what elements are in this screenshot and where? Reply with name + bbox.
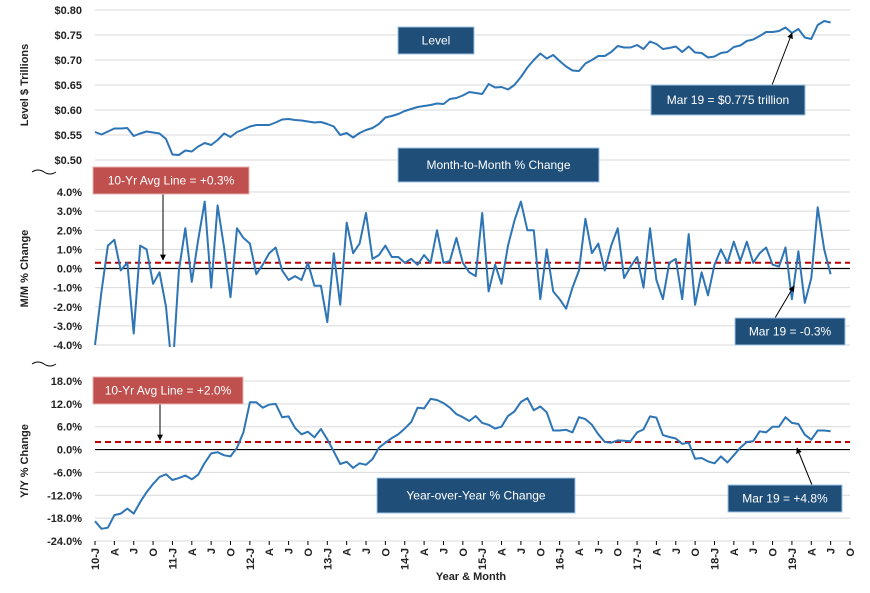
mm-y-tick-label: -3.0% <box>53 321 82 333</box>
x-tick-label: A <box>497 548 509 556</box>
yy-avg-label: 10-Yr Avg Line = +2.0% <box>105 384 232 398</box>
mm-callout-arrow <box>774 285 795 319</box>
mm-y-tick-label: -2.0% <box>53 302 82 314</box>
x-tick-label: A <box>651 548 663 556</box>
mm-series-line <box>94 200 832 347</box>
x-axis-label: Year & Month <box>436 571 507 583</box>
yy-y-tick-label: -6.0% <box>53 467 82 479</box>
mm-y-tick-label: 4.0% <box>57 187 82 199</box>
yy-y-tick-label: -12.0% <box>47 490 82 502</box>
yy-series-line <box>94 397 831 530</box>
mm-avg-label: 10-Yr Avg Line = +0.3% <box>108 174 235 188</box>
x-tick-label: 16-J <box>555 548 567 570</box>
x-tick-label: A <box>574 548 586 556</box>
x-tick-label: O <box>690 548 702 557</box>
x-tick-label: J <box>284 548 296 554</box>
x-tick-label: 19-J <box>787 548 799 570</box>
x-tick-label: 15-J <box>477 548 489 570</box>
yy-title-box <box>376 477 576 514</box>
yy-y-tick-label: 0.0% <box>57 445 82 457</box>
mm-y-tick-label: 1.0% <box>57 244 82 256</box>
level-callout-box <box>650 84 806 116</box>
x-tick-label: O <box>535 548 547 557</box>
x-tick-label: J <box>593 548 605 554</box>
mm-y-tick-label: -4.0% <box>53 340 82 352</box>
level-callout-label: Mar 19 = $0.775 trillion <box>667 93 789 107</box>
level-y-axis-label: Level $ Trillions <box>19 44 31 127</box>
x-tick-label: O <box>845 548 857 557</box>
level-callout-arrow <box>771 32 793 86</box>
x-tick-label: A <box>187 548 199 556</box>
month-to-month-panel: -4.0% -3.0% -2.0% -1.0% 0.0% 1.0% 2.0% 3.0% 4.0%… <box>19 147 850 352</box>
x-tick-label: A <box>264 548 276 556</box>
x-tick-label: 13-J <box>322 548 334 570</box>
x-tick-label: J <box>438 548 450 554</box>
yy-y-tick-label: 6.0% <box>57 422 82 434</box>
x-tick-label: O <box>613 548 625 557</box>
level-y-tick-label: $0.65 <box>54 80 82 92</box>
level-y-tick-label: $0.80 <box>54 5 82 17</box>
level-y-tick-label: $0.50 <box>54 155 82 167</box>
mm-avg-box <box>92 166 250 195</box>
mm-y-axis-label: M/M % Change <box>19 230 31 308</box>
yy-avg-box <box>92 376 244 405</box>
x-tick-label: J <box>516 548 528 554</box>
yy-title-box-label: Year-over-Year % Change <box>406 489 546 503</box>
level-title-box <box>397 26 475 55</box>
mm-y-tick-label: 0.0% <box>57 264 82 276</box>
yy-y-axis-label: Y/Y % Change <box>19 424 31 498</box>
x-tick-label: 17-J <box>632 548 644 570</box>
x-tick-label: 11-J <box>167 548 179 569</box>
yy-y-tick-label: 18.0% <box>51 376 82 388</box>
x-tick-label: O <box>303 548 315 557</box>
x-tick-label: 14-J <box>400 548 412 570</box>
x-tick-label: A <box>109 548 121 556</box>
level-y-tick-label: $0.60 <box>54 105 82 117</box>
x-tick-label: A <box>806 548 818 556</box>
yy-y-tick-label: 12.0% <box>51 399 82 411</box>
x-tick-label: A <box>342 548 354 556</box>
mm-y-tick-label: 2.0% <box>57 225 82 237</box>
separator-bottom <box>31 361 57 367</box>
x-tick-label: 12-J <box>245 548 257 570</box>
x-tick-label: A <box>729 548 741 556</box>
year-over-year-panel: -24.0% -18.0% -12.0% -6.0% 0.0% 6.0% 12.0% 18.0… <box>19 376 850 548</box>
x-tick-label: J <box>129 548 141 554</box>
mm-y-tick-label: 3.0% <box>57 206 82 218</box>
yy-callout-label: Mar 19 = +4.8% <box>742 492 828 506</box>
x-tick-label: J <box>361 548 373 554</box>
yy-callout-arrow <box>796 447 813 486</box>
mm-title-box <box>397 147 600 183</box>
x-tick-label: O <box>458 548 470 557</box>
x-tick-label: J <box>748 548 760 554</box>
x-tick-label: J <box>671 548 683 554</box>
x-tick-label: J <box>206 548 218 554</box>
mm-callout-label: Mar 19 = -0.3% <box>749 325 832 339</box>
x-tick-label: 18-J <box>709 548 721 570</box>
yy-y-tick-label: -18.0% <box>47 513 82 525</box>
level-series-line <box>94 20 831 156</box>
x-tick-label: J <box>826 548 838 554</box>
x-tick-label: O <box>380 548 392 557</box>
x-tick-label: O <box>148 548 160 557</box>
level-y-tick-label: $0.75 <box>54 30 82 42</box>
x-tick-label: 10-J <box>90 548 102 570</box>
mm-callout-box <box>734 317 846 346</box>
x-tick-label: O <box>768 548 780 557</box>
level-title-box-label: Level <box>422 34 451 48</box>
yy-y-tick-label: -24.0% <box>47 536 82 548</box>
mm-y-tick-label: -1.0% <box>53 283 82 295</box>
separator-top <box>31 169 57 175</box>
x-tick-label: O <box>226 548 238 557</box>
mm-title-box-label: Month-to-Month % Change <box>426 158 570 172</box>
level-y-tick-label: $0.70 <box>54 55 82 67</box>
level-y-tick-label: $0.55 <box>54 130 82 142</box>
yy-callout-box <box>727 484 843 513</box>
x-axis: 10-J A J O 11-J A J O 12-J A J O 13-J A J O 14-J A J O 15-J A… <box>90 541 857 570</box>
level-panel: $0.50 $0.55 $0.60 $0.65 $0.70 $0.75 $0.80 Level… <box>19 5 850 167</box>
x-tick-label: A <box>419 548 431 556</box>
